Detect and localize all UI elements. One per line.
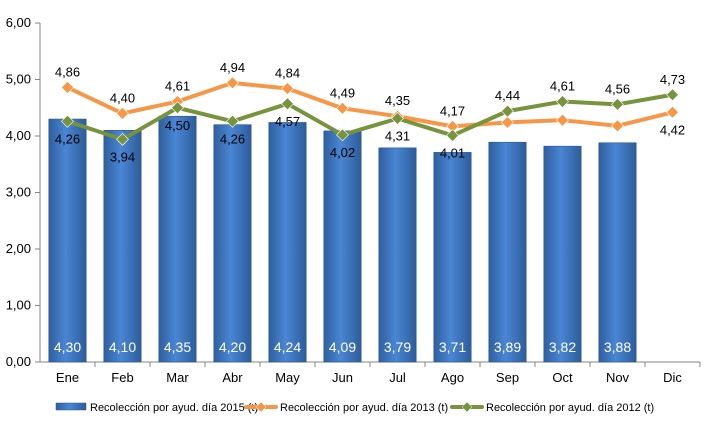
line-point <box>336 101 349 115</box>
line-point <box>281 97 294 111</box>
legend-marker <box>255 401 267 413</box>
bar <box>268 122 307 363</box>
line-point <box>226 76 239 90</box>
x-tick-label: May <box>275 370 300 385</box>
bar <box>378 147 417 363</box>
y-tick-label: 4,00 <box>6 128 31 143</box>
line-point <box>116 132 129 146</box>
bar-value-label: 3,88 <box>604 339 631 355</box>
x-tick-label: Nov <box>606 370 630 385</box>
x-tick-label: Ago <box>441 370 464 385</box>
line-value-label: 4,49 <box>330 85 355 100</box>
x-tick-label: Dic <box>663 370 682 385</box>
legend-label: Recolección por ayud. día 2015 (t) <box>90 402 258 414</box>
bar <box>48 118 87 363</box>
line-value-label: 4,73 <box>660 72 685 87</box>
x-tick-label: Oct <box>552 370 573 385</box>
bar <box>323 130 362 363</box>
y-tick-label: 2,00 <box>6 241 31 256</box>
legend-label: Recolección por ayud. día 2012 (t) <box>486 402 654 414</box>
x-tick-label: Mar <box>166 370 189 385</box>
x-tick-label: Ene <box>56 370 79 385</box>
x-tick-label: Abr <box>222 370 243 385</box>
bar-value-label: 3,89 <box>494 339 521 355</box>
line-value-label: 4,57 <box>275 114 300 129</box>
bar-value-label: 3,82 <box>549 339 576 355</box>
x-tick-label: Jul <box>389 370 406 385</box>
y-tick-label: 5,00 <box>6 72 31 87</box>
line-point <box>281 82 294 95</box>
legend-swatch <box>55 402 87 411</box>
line-value-label: 4,31 <box>385 128 410 143</box>
line-point <box>61 114 74 128</box>
line-value-label: 4,26 <box>55 131 80 146</box>
line-point <box>611 119 624 133</box>
axes: 0,00 1,00 2,00 3,00 4,00 5,00 6,00 Ene Feb Mar Abr… <box>6 15 701 385</box>
line-value-label: 4,50 <box>165 118 190 133</box>
legend-label: Recolección por ayud. día 2013 (t) <box>280 402 448 414</box>
bar <box>488 141 527 363</box>
line-point <box>171 101 184 115</box>
line-point <box>61 80 74 94</box>
line-value-label: 4,35 <box>385 93 410 108</box>
line-point <box>391 112 404 125</box>
bars <box>48 115 637 363</box>
line-point <box>666 88 679 102</box>
y-tick-label: 0,00 <box>6 354 31 369</box>
line-point <box>226 114 239 128</box>
line-value-label: 4,61 <box>550 79 575 94</box>
y-tick-label: 6,00 <box>6 15 31 30</box>
legend: Recolección por ayud. día 2015 (t) Recole… <box>55 401 654 414</box>
line-point <box>556 113 569 127</box>
line-point <box>501 116 514 129</box>
legend-marker <box>461 401 473 413</box>
bar <box>158 115 197 363</box>
line-point <box>336 128 349 142</box>
line-value-label: 4,01 <box>440 145 465 160</box>
line-point <box>501 104 514 118</box>
series-line <box>65 80 675 129</box>
bar-value-label: 4,24 <box>274 339 301 355</box>
line-point <box>666 105 679 119</box>
series-line <box>65 92 675 142</box>
bar-value-label: 4,30 <box>54 339 81 355</box>
line-value-label: 4,94 <box>220 60 245 75</box>
bar-value-label: 4,20 <box>219 339 246 355</box>
x-tick-label: Feb <box>111 370 133 385</box>
bar <box>213 124 252 363</box>
x-tick-label: Sep <box>496 370 519 385</box>
line-point <box>556 95 569 108</box>
lines <box>61 76 679 146</box>
bar-value-label: 4,10 <box>109 339 136 355</box>
line-value-label: 4,02 <box>330 145 355 160</box>
line-value-label: 4,42 <box>660 122 685 137</box>
bar <box>543 145 582 363</box>
line-value-label: 4,61 <box>165 79 190 94</box>
line-point <box>116 106 129 120</box>
y-tick-label: 1,00 <box>6 298 31 313</box>
y-tick-label: 3,00 <box>6 185 31 200</box>
bar <box>103 130 142 363</box>
line-value-label: 4,26 <box>220 131 245 146</box>
bar-value-label: 3,71 <box>439 339 466 355</box>
line-value-label: 4,17 <box>440 103 465 118</box>
line-value-label: 4,86 <box>55 64 80 79</box>
line-value-label: 3,94 <box>110 149 135 164</box>
bar-value-label: 4,35 <box>164 339 191 355</box>
line-value-label: 4,84 <box>275 66 300 81</box>
bar <box>598 142 637 363</box>
line-point <box>611 97 624 111</box>
data-labels: 4,30 4,10 4,35 4,20 4,24 4,09 3,79 3,71 3,89 3,82… <box>54 60 685 355</box>
bar <box>433 152 472 363</box>
line-value-label: 4,40 <box>110 90 135 105</box>
bar-value-label: 3,79 <box>384 339 411 355</box>
line-value-label: 4,44 <box>495 88 520 103</box>
bar-value-label: 4,09 <box>329 339 356 355</box>
line-value-label: 4,56 <box>605 81 630 96</box>
x-tick-label: Jun <box>332 370 353 385</box>
line-point <box>446 129 459 142</box>
